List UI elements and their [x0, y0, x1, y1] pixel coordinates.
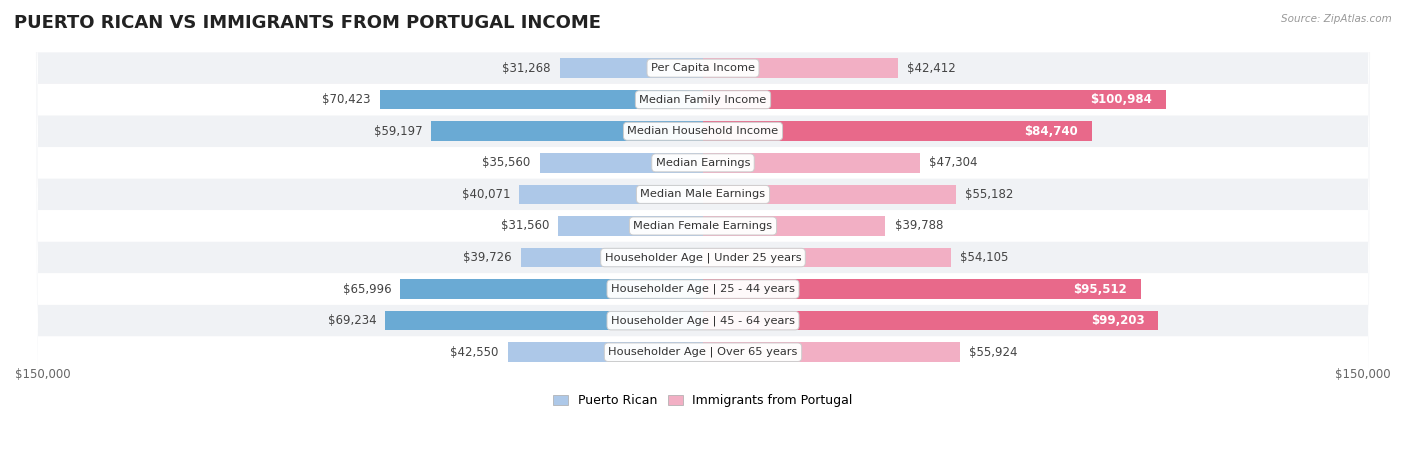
Text: Median Household Income: Median Household Income: [627, 126, 779, 136]
FancyBboxPatch shape: [15, 0, 1391, 467]
Bar: [703, 58, 897, 78]
Bar: [560, 58, 703, 78]
Text: $70,423: $70,423: [322, 93, 371, 106]
FancyBboxPatch shape: [15, 0, 1391, 467]
Text: Source: ZipAtlas.com: Source: ZipAtlas.com: [1281, 14, 1392, 24]
Text: $100,984: $100,984: [1091, 93, 1153, 106]
Text: $39,726: $39,726: [463, 251, 512, 264]
Text: Median Earnings: Median Earnings: [655, 158, 751, 168]
Text: Householder Age | Under 25 years: Householder Age | Under 25 years: [605, 252, 801, 263]
Text: PUERTO RICAN VS IMMIGRANTS FROM PORTUGAL INCOME: PUERTO RICAN VS IMMIGRANTS FROM PORTUGAL…: [14, 14, 600, 32]
Text: $95,512: $95,512: [1074, 283, 1128, 296]
Bar: [703, 248, 952, 267]
FancyBboxPatch shape: [15, 0, 1391, 467]
Text: $40,071: $40,071: [461, 188, 510, 201]
Text: $31,268: $31,268: [502, 62, 550, 75]
Bar: [703, 121, 1091, 141]
FancyBboxPatch shape: [15, 0, 1391, 467]
Bar: [385, 311, 703, 331]
Text: $65,996: $65,996: [343, 283, 391, 296]
Legend: Puerto Rican, Immigrants from Portugal: Puerto Rican, Immigrants from Portugal: [548, 389, 858, 412]
Text: Median Female Earnings: Median Female Earnings: [634, 221, 772, 231]
Text: $59,197: $59,197: [374, 125, 422, 138]
FancyBboxPatch shape: [15, 0, 1391, 467]
Bar: [703, 342, 959, 362]
Bar: [380, 90, 703, 109]
Text: $55,182: $55,182: [966, 188, 1014, 201]
Text: Householder Age | Over 65 years: Householder Age | Over 65 years: [609, 347, 797, 358]
Bar: [703, 311, 1159, 331]
Text: $55,924: $55,924: [969, 346, 1017, 359]
Text: $35,560: $35,560: [482, 156, 530, 170]
Bar: [703, 90, 1166, 109]
Text: $150,000: $150,000: [1336, 368, 1391, 381]
Text: Median Male Earnings: Median Male Earnings: [641, 190, 765, 199]
FancyBboxPatch shape: [15, 0, 1391, 467]
Text: Median Family Income: Median Family Income: [640, 95, 766, 105]
Text: Householder Age | 25 - 44 years: Householder Age | 25 - 44 years: [612, 284, 794, 294]
Text: $42,550: $42,550: [450, 346, 499, 359]
Bar: [703, 216, 886, 236]
Text: $42,412: $42,412: [907, 62, 956, 75]
Bar: [508, 342, 703, 362]
Text: Per Capita Income: Per Capita Income: [651, 63, 755, 73]
Bar: [519, 184, 703, 204]
Bar: [558, 216, 703, 236]
Text: $69,234: $69,234: [328, 314, 377, 327]
Text: $99,203: $99,203: [1091, 314, 1144, 327]
Text: $84,740: $84,740: [1024, 125, 1078, 138]
Text: $54,105: $54,105: [960, 251, 1008, 264]
Bar: [401, 279, 703, 299]
Text: $39,788: $39,788: [894, 219, 943, 233]
Text: $150,000: $150,000: [15, 368, 70, 381]
Bar: [703, 184, 956, 204]
FancyBboxPatch shape: [15, 0, 1391, 467]
Bar: [432, 121, 703, 141]
Bar: [520, 248, 703, 267]
Text: Householder Age | 45 - 64 years: Householder Age | 45 - 64 years: [612, 315, 794, 326]
FancyBboxPatch shape: [15, 0, 1391, 467]
Bar: [703, 153, 920, 173]
Bar: [540, 153, 703, 173]
FancyBboxPatch shape: [15, 0, 1391, 467]
FancyBboxPatch shape: [15, 0, 1391, 467]
Bar: [703, 279, 1142, 299]
Text: $47,304: $47,304: [929, 156, 977, 170]
Text: $31,560: $31,560: [501, 219, 550, 233]
